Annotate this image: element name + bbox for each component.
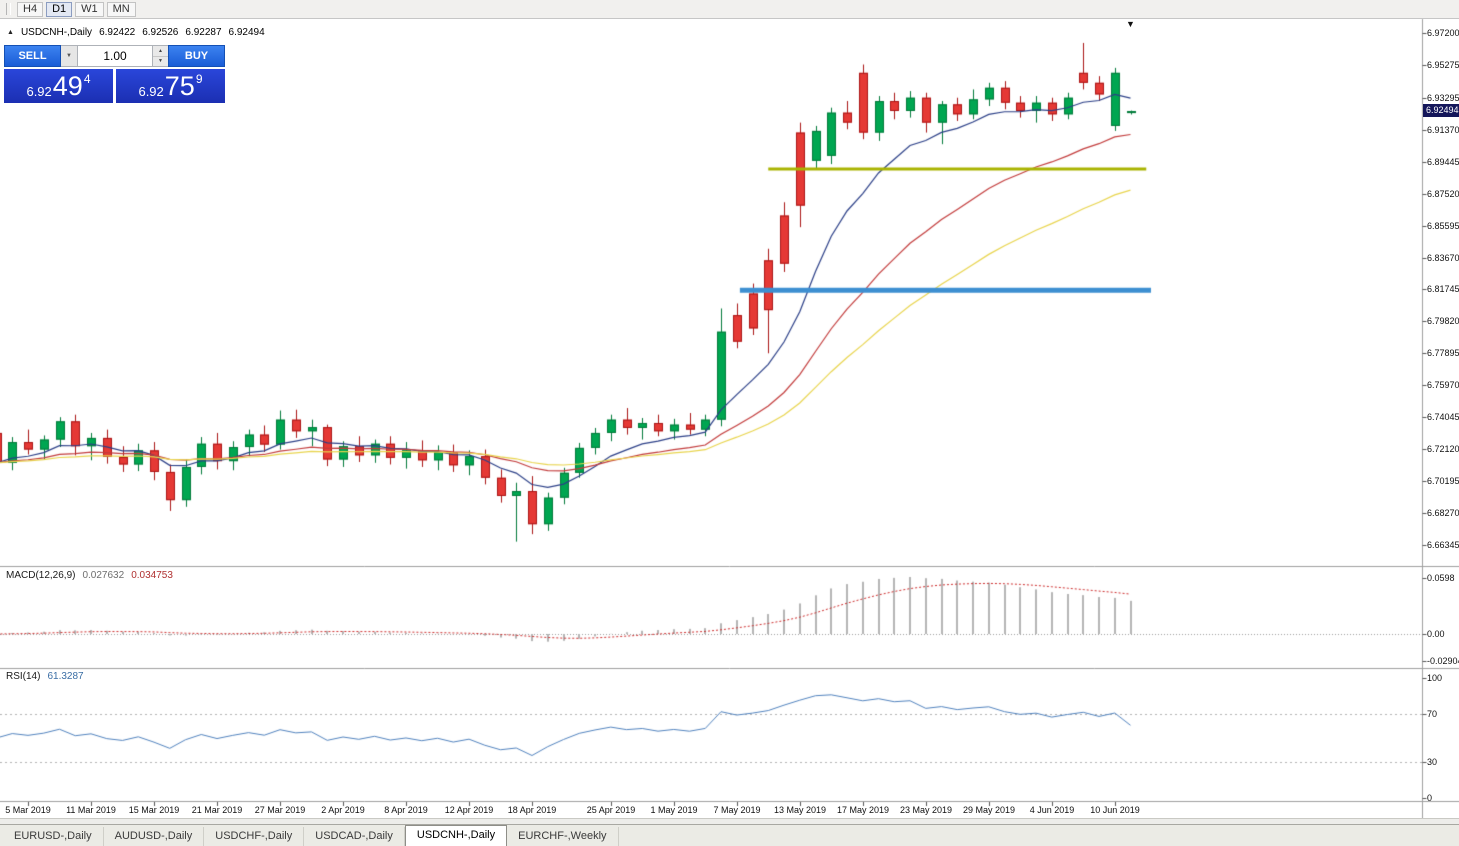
rsi-axis-label: 0 — [1427, 793, 1433, 803]
date-axis-label: 2 Apr 2019 — [321, 805, 365, 815]
sell-price-pipette: 4 — [83, 72, 91, 86]
price-axis-label: 6.75970 — [1427, 380, 1459, 390]
sell-price-display[interactable]: 6.92 49 4 — [4, 69, 113, 103]
buy-price-display[interactable]: 6.92 75 9 — [116, 69, 225, 103]
chart-shift-marker[interactable]: ▼ — [1126, 19, 1135, 29]
rsi-indicator-label: RSI(14) 61.3287 — [6, 671, 84, 682]
date-axis-label: 10 Jun 2019 — [1090, 805, 1140, 815]
ohlc-open-value: 6.92422 — [99, 27, 136, 38]
ohlc-low-value: 6.92287 — [185, 27, 222, 38]
price-axis-label: 6.97200 — [1427, 28, 1459, 38]
price-axis-label: 6.77895 — [1427, 348, 1459, 358]
sell-price-big-figure: 6.92 — [26, 84, 52, 99]
price-axis-label: 6.83670 — [1427, 253, 1459, 263]
buy-button[interactable]: BUY — [168, 45, 225, 67]
date-axis-label: 5 Mar 2019 — [5, 805, 51, 815]
volume-decrease-button[interactable]: ▼ — [153, 56, 168, 66]
ohlc-close-value: 6.92494 — [228, 27, 265, 38]
timeframe-button-w1[interactable]: W1 — [75, 1, 104, 17]
date-axis-label: 29 May 2019 — [962, 805, 1016, 815]
rsi-axis-label: 100 — [1427, 673, 1443, 683]
macd-axis-label: 0.0598 — [1427, 573, 1455, 583]
price-axis-label: 6.74045 — [1427, 412, 1459, 422]
date-axis-label: 23 May 2019 — [899, 805, 953, 815]
rsi-name: RSI(14) — [6, 671, 41, 682]
timeframe-toolbar: H4 D1 W1 MN — [0, 0, 1459, 19]
price-axis-label: 6.79820 — [1427, 316, 1459, 326]
sell-price-pips: 49 — [52, 71, 83, 101]
price-axis-label: 6.89445 — [1427, 157, 1459, 167]
toolbar-grip[interactable] — [6, 3, 11, 15]
volume-input[interactable]: 1.00 — [78, 45, 153, 67]
timeframe-buttons: H4 D1 W1 MN — [17, 1, 136, 17]
price-axis-label: 6.91370 — [1427, 125, 1459, 135]
date-axis-label: 27 Mar 2019 — [254, 805, 306, 815]
price-axis-label: 6.68270 — [1427, 508, 1459, 518]
date-axis-label: 4 Jun 2019 — [1029, 805, 1075, 815]
macd-name: MACD(12,26,9) — [6, 570, 76, 581]
macd-main-value: 0.027632 — [82, 570, 125, 581]
volume-increase-button[interactable]: ▲ — [153, 46, 168, 57]
chart-tab-usdcnh-daily[interactable]: USDCNH-,Daily — [404, 825, 508, 846]
chart-tabs-bar: EURUSD-,Daily AUDUSD-,Daily USDCHF-,Daily U… — [0, 824, 1459, 846]
buy-price-pipette: 9 — [195, 72, 203, 86]
macd-axis-label: -0.02904 — [1427, 656, 1459, 666]
rsi-axis-label: 30 — [1427, 757, 1438, 767]
date-axis-label: 7 May 2019 — [713, 805, 761, 815]
date-axis-label: 8 Apr 2019 — [384, 805, 428, 815]
date-axis-label: 21 Mar 2019 — [191, 805, 243, 815]
rsi-value: 61.3287 — [47, 671, 84, 682]
volume-value: 1.00 — [103, 49, 127, 63]
date-axis-label: 25 Apr 2019 — [586, 805, 636, 815]
date-axis-label: 18 Apr 2019 — [507, 805, 557, 815]
chart-ohlc-info: ▲ USDCNH-,Daily 6.92422 6.92526 6.92287 … — [7, 27, 265, 38]
volume-spinner: ▲ ▼ — [153, 45, 168, 67]
macd-signal-value: 0.034753 — [131, 570, 173, 581]
date-axis-label: 12 Apr 2019 — [444, 805, 494, 815]
price-axis-label: 6.72120 — [1427, 444, 1459, 454]
date-axis-label: 17 May 2019 — [836, 805, 890, 815]
price-axis-label: 6.87520 — [1427, 189, 1459, 199]
date-axis-label: 1 May 2019 — [650, 805, 698, 815]
timeframe-button-h4[interactable]: H4 — [17, 1, 44, 17]
price-axis-label: 6.66345 — [1427, 540, 1459, 550]
price-axis-label: 6.81745 — [1427, 284, 1459, 294]
chart-tab-usdcad-daily[interactable]: USDCAD-,Daily — [304, 827, 405, 846]
buy-price-pips: 75 — [164, 71, 195, 101]
date-axis-label: 11 Mar 2019 — [66, 805, 116, 815]
trade-panel-controls: SELL ▼ 1.00 ▲ ▼ BUY — [4, 45, 225, 67]
chart-tab-eurusd-daily[interactable]: EURUSD-,Daily — [3, 827, 104, 846]
rsi-axis-label: 70 — [1427, 709, 1438, 719]
price-axis-label: 6.95275 — [1427, 60, 1459, 70]
trade-panel-prices: 6.92 49 4 6.92 75 9 — [4, 69, 225, 103]
sell-button[interactable]: SELL — [4, 45, 61, 67]
current-price-badge: 6.92494 — [1423, 104, 1459, 117]
chart-symbol-label: USDCNH-,Daily — [20, 27, 93, 38]
price-axis-label: 6.70195 — [1427, 476, 1459, 486]
macd-axis-label: 0.00 — [1427, 629, 1445, 639]
chart-tab-usdchf-daily[interactable]: USDCHF-,Daily — [204, 827, 305, 846]
price-axis-label: 6.93295 — [1427, 93, 1459, 103]
one-click-trading-panel: SELL ▼ 1.00 ▲ ▼ BUY 6.92 49 4 6.92 75 9 — [4, 45, 225, 103]
horizontal-scrollbar[interactable] — [0, 818, 1459, 824]
one-click-collapse-icon[interactable]: ▲ — [7, 29, 14, 36]
chart-tab-audusd-daily[interactable]: AUDUSD-,Daily — [104, 827, 205, 846]
dropdown-icon: ▼ — [66, 53, 72, 59]
price-axis-label: 6.85595 — [1427, 221, 1459, 231]
macd-indicator-label: MACD(12,26,9) 0.027632 0.034753 — [6, 570, 173, 581]
buy-price-big-figure: 6.92 — [138, 84, 164, 99]
timeframe-button-mn[interactable]: MN — [106, 1, 136, 17]
timeframe-button-d1[interactable]: D1 — [46, 1, 73, 17]
date-axis-label: 15 Mar 2019 — [128, 805, 180, 815]
ohlc-high-value: 6.92526 — [142, 27, 179, 38]
date-axis-label: 13 May 2019 — [773, 805, 827, 815]
volume-dropdown-button[interactable]: ▼ — [61, 45, 78, 67]
chart-tab-eurchf-weekly[interactable]: EURCHF-,Weekly — [507, 827, 619, 846]
